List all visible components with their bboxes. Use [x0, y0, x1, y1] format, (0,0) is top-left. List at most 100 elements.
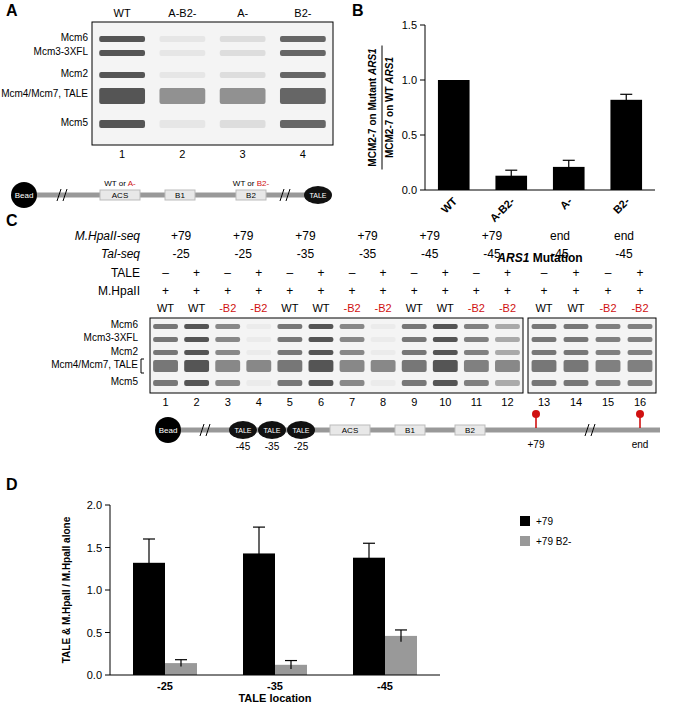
gel-band — [159, 88, 205, 104]
row-value: + — [572, 266, 579, 280]
lane-number: 11 — [471, 396, 482, 408]
gel-band — [159, 120, 205, 128]
row-value: + — [540, 284, 547, 298]
element-box — [236, 190, 266, 200]
gel-band — [215, 350, 240, 355]
row-value: -35 — [359, 247, 377, 261]
bar — [353, 558, 385, 675]
protein-label: Mcm3-3XFL — [34, 46, 89, 57]
gel-band — [277, 380, 302, 386]
y-tick — [105, 505, 110, 506]
text-part: ARS1 — [367, 48, 378, 76]
break-mark — [200, 424, 204, 436]
gel-band — [371, 324, 396, 329]
gel-band — [340, 350, 365, 355]
element-label: B2 — [246, 191, 256, 200]
gel-band — [371, 350, 396, 355]
gel-band — [246, 337, 271, 342]
panel-letter: D — [6, 476, 18, 493]
y-axis-title: TALE & M.HpaII / M.HpaII alone — [61, 516, 72, 663]
element-label: B2 — [465, 426, 475, 435]
bar — [438, 80, 470, 190]
y-tick — [420, 80, 425, 81]
tale-label: TALE — [264, 427, 281, 434]
text-part: ARS1 — [496, 251, 529, 265]
row-value: + — [442, 284, 449, 298]
panel-letter: B — [352, 2, 364, 19]
gel-band — [309, 324, 334, 329]
gel-band — [340, 324, 365, 329]
row-value: end — [614, 229, 634, 243]
y-tick — [420, 25, 425, 26]
gel-band — [495, 380, 520, 386]
row-value: + — [349, 284, 356, 298]
lane-number: 14 — [570, 396, 582, 408]
y-tick-label: 2.0 — [87, 499, 102, 511]
gel-band — [495, 350, 520, 355]
genotype: -B2 — [499, 302, 516, 314]
genotype: WT — [567, 302, 584, 314]
y-tick — [105, 590, 110, 591]
lane-number: 6 — [318, 396, 324, 408]
gel-band — [246, 360, 271, 372]
gel-band — [220, 120, 266, 128]
genotype: WT — [312, 302, 329, 314]
gel-band — [371, 360, 396, 372]
gel-band — [596, 324, 621, 329]
x-axis-title: TALE location — [238, 692, 311, 704]
gel-band — [433, 324, 458, 329]
tale-position: -25 — [294, 441, 309, 452]
y-tick-label: 1.5 — [87, 542, 102, 554]
lane-number: 16 — [634, 396, 646, 408]
error-cap — [175, 659, 187, 660]
pin-head — [532, 410, 540, 418]
gel-band — [309, 337, 334, 342]
protein-label: Mcm4/Mcm7, TALE — [1, 88, 88, 99]
row-value: + — [411, 284, 418, 298]
protein-label: Mcm3-3XFL — [84, 332, 139, 343]
gel-band — [532, 360, 557, 372]
row-value: + — [504, 284, 511, 298]
row-value: + — [636, 266, 643, 280]
gel-band — [309, 350, 334, 355]
gel-band — [596, 337, 621, 342]
lane-label: A- — [237, 7, 248, 19]
genotype: WT — [281, 302, 298, 314]
tale-blob — [287, 421, 315, 439]
gel-band — [628, 324, 653, 329]
gel-band — [184, 360, 209, 372]
y-tick-label: 1.0 — [402, 74, 417, 86]
genotype: WT — [157, 302, 174, 314]
row-value: – — [287, 266, 294, 280]
bars — [133, 527, 417, 675]
gel-band — [402, 360, 427, 372]
y-tick — [105, 547, 110, 548]
row-value: + — [636, 284, 643, 298]
row-value: + — [380, 266, 387, 280]
gel-band — [564, 337, 589, 342]
element-box — [100, 190, 140, 200]
x-axis — [110, 675, 440, 676]
lane-number: 2 — [179, 148, 185, 160]
gel-band — [371, 380, 396, 386]
x-tick-label: -45 — [377, 680, 393, 692]
lane-number: 4 — [300, 148, 306, 160]
note-part: WT or — [104, 179, 127, 188]
row-value: -35 — [297, 247, 315, 261]
row-value: +79 — [482, 229, 503, 243]
row-value: – — [411, 266, 418, 280]
gel-band — [433, 380, 458, 386]
element-label: ACS — [342, 426, 358, 435]
element-label: ACS — [112, 191, 128, 200]
gel-band — [153, 324, 178, 329]
error-cap — [505, 170, 517, 171]
gel-band — [596, 380, 621, 386]
genotype: -B2 — [631, 302, 648, 314]
x-tick-label: WT — [439, 195, 460, 216]
protein-label: Mcm2 — [61, 68, 89, 79]
y-tick-label: 0.0 — [402, 184, 417, 196]
gel-band — [159, 50, 205, 56]
pin-label: end — [632, 439, 649, 450]
gel-band — [433, 337, 458, 342]
gel-band — [280, 36, 326, 42]
